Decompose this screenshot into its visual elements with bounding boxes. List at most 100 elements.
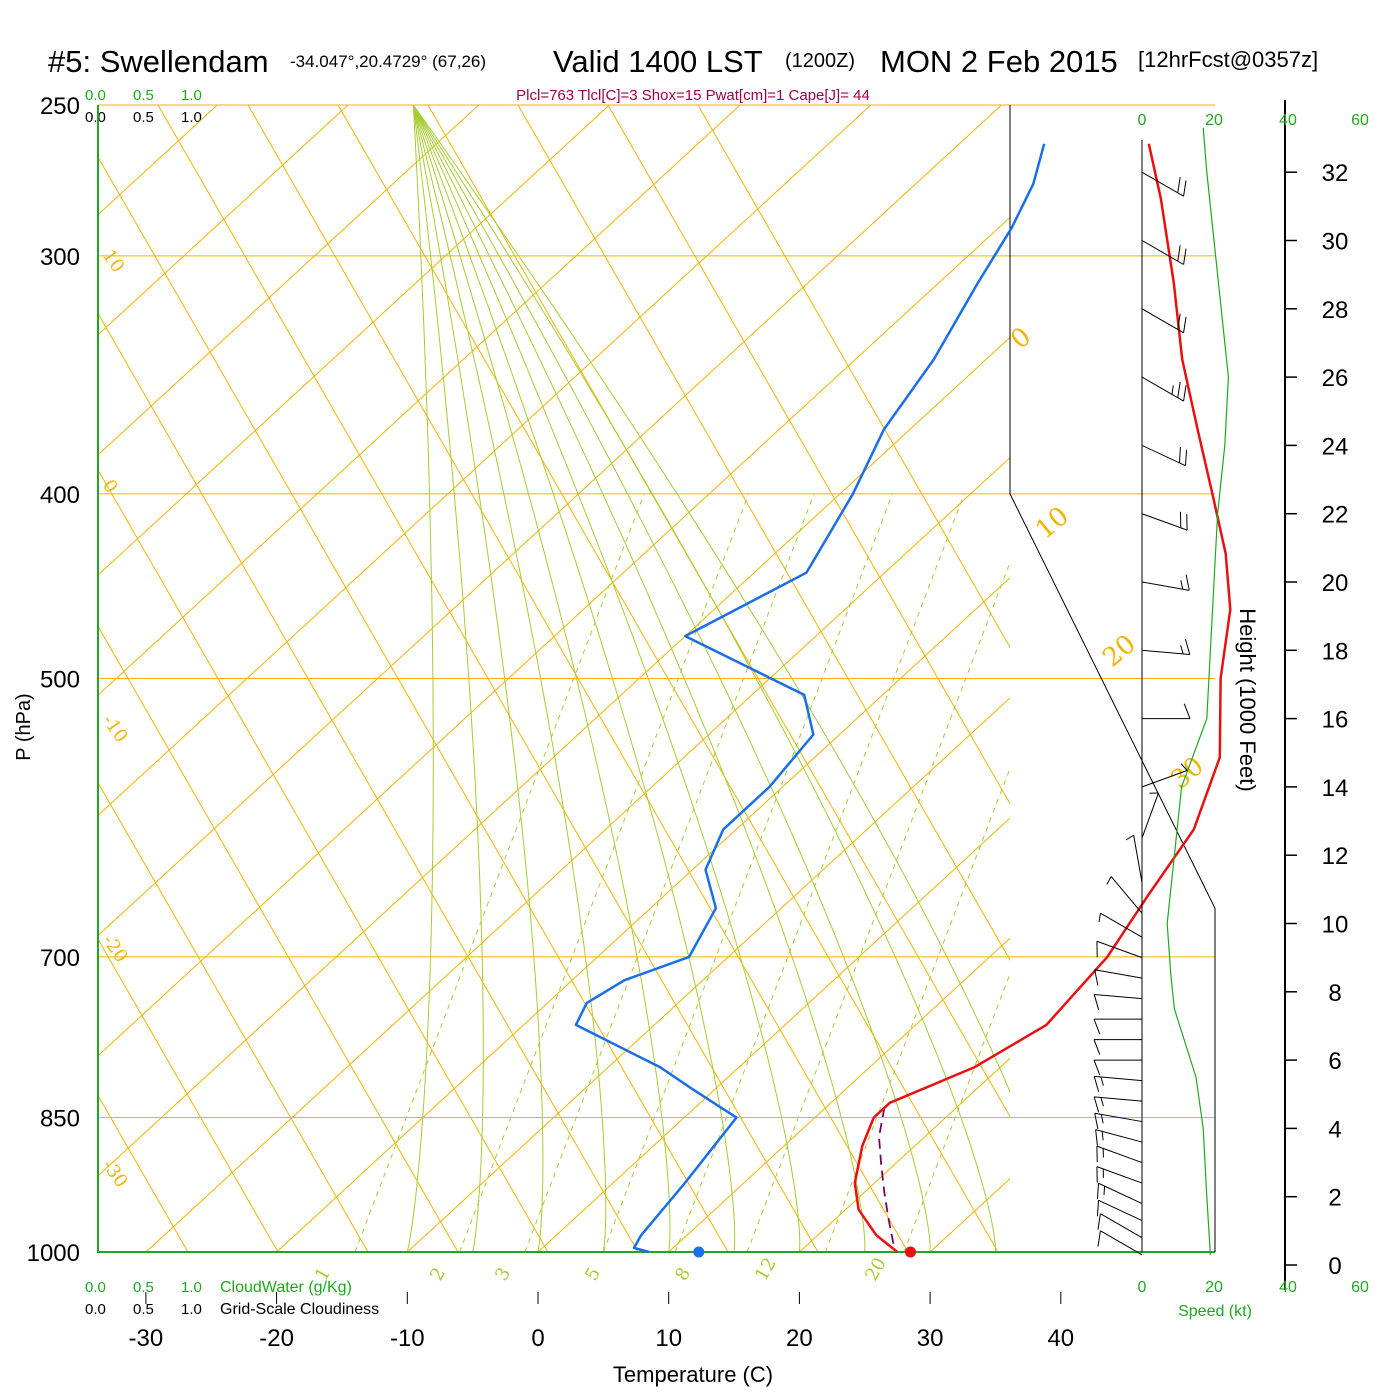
cloudiness-tick-bottom: 0.0	[85, 1301, 106, 1318]
speed-tick-top: 20	[1205, 112, 1223, 129]
mixing-ratio-label: 12	[751, 1254, 781, 1284]
wind-barb	[1141, 574, 1190, 591]
wind-barb-staff	[1094, 969, 1143, 979]
wind-barb	[1097, 1230, 1143, 1256]
wind-speed-line	[1166, 127, 1230, 1255]
pressure-tick-label: 1000	[27, 1240, 80, 1267]
speed-axis-label: Speed (kt)	[1178, 1303, 1252, 1320]
cloudwater-label: CloudWater (g/Kg)	[220, 1279, 352, 1296]
wind-barb-staff	[1094, 1075, 1143, 1082]
temperature-tick-label: 0	[531, 1325, 544, 1352]
wind-barb-flag	[1177, 176, 1181, 193]
mixing-ratio-line	[825, 766, 1010, 1253]
cloudiness-tick-bottom: 1.0	[181, 1301, 202, 1318]
isotherm-label: -30	[98, 1156, 132, 1192]
speed-tick-bottom: 60	[1351, 1279, 1369, 1296]
isotherm-line	[276, 577, 1010, 1253]
temperature-tick-label: -30	[129, 1325, 164, 1352]
wind-barb	[1096, 940, 1143, 959]
wind-barb	[1141, 171, 1187, 197]
wind-barb-flag	[1180, 580, 1184, 590]
wind-barb-flag	[1093, 1076, 1100, 1092]
wind-barb-flag	[1177, 313, 1181, 330]
x-axis-label: Temperature (C)	[613, 1362, 773, 1387]
wind-barb-staff	[1141, 444, 1186, 467]
temperature-tick-label: 30	[917, 1325, 944, 1352]
temperature-tick-label: 20	[786, 1325, 813, 1352]
isotherm-line	[799, 1057, 1010, 1253]
utc-time: (1200Z)	[785, 50, 855, 72]
wind-barb	[1094, 969, 1143, 986]
isotherm-line	[98, 105, 1002, 937]
sounding-parameters: Plcl=763 Tlcl[C]=3 Shox=15 Pwat[cm]=1 Ca…	[516, 87, 870, 104]
wind-barb-flag	[1093, 1039, 1101, 1055]
cloudwater-tick-top: 1.0	[181, 87, 202, 104]
sounding-profiles	[574, 143, 1232, 1258]
surface_temperature-marker	[904, 1246, 916, 1258]
wind-barb-staff	[1141, 581, 1190, 591]
mixing-ratio-label: 8	[671, 1264, 695, 1284]
wind-barb-staff	[1110, 876, 1143, 914]
temperature-tick-label: 10	[655, 1325, 682, 1352]
mixing-ratio-line	[746, 561, 1010, 1253]
adiabat-line	[0, 105, 8, 1252]
parcel-path-line	[878, 1107, 895, 1244]
isotherm-label: 30	[1165, 751, 1210, 795]
temperature-tick-label: -10	[390, 1325, 425, 1352]
mixing-ratio-line	[354, 493, 645, 1253]
wind-barb	[1141, 308, 1187, 334]
wind-barb-flag	[1180, 763, 1188, 771]
height-tick-label: 8	[1328, 980, 1341, 1007]
isotherm-label: -20	[98, 931, 132, 967]
wind-barb-staff	[1098, 1182, 1143, 1204]
speed-tick-top: 0	[1138, 112, 1147, 129]
speed-tick-bottom: 20	[1205, 1279, 1223, 1296]
wind-barb-staff	[1141, 513, 1188, 531]
wind-barb	[1097, 1213, 1143, 1239]
wind-barb-flag	[1177, 245, 1181, 262]
wind-barb	[1106, 876, 1143, 914]
wind-barb	[1096, 1145, 1143, 1164]
wind-barb	[1093, 993, 1143, 1010]
moist-adiabat-line	[412, 105, 484, 1253]
wind-barb-staff	[1096, 940, 1143, 959]
isotherm-line	[98, 216, 1010, 1057]
temperature-tick-label: 40	[1047, 1325, 1074, 1352]
valid-time: Valid 1400 LST	[553, 44, 763, 79]
wind-barb	[1098, 912, 1143, 938]
wind-barb	[1141, 763, 1188, 788]
moist-adiabat-line	[412, 105, 996, 1253]
isotherm-line	[406, 697, 1010, 1253]
cloudwater-tick-bottom: 0.0	[85, 1279, 106, 1296]
height-tick-label: 24	[1322, 433, 1349, 460]
height-tick-label: 18	[1322, 638, 1349, 665]
adiabat-line	[697, 105, 1010, 649]
speed-tick-bottom: 0	[1138, 1279, 1147, 1296]
height-tick-label: 32	[1322, 160, 1349, 187]
wind-barb-staff	[1141, 240, 1184, 265]
wind-barb	[1141, 240, 1187, 265]
isotherm-label: -10	[98, 711, 132, 747]
cloudiness-tick-bottom: 0.5	[133, 1301, 154, 1318]
wind-barb-staff	[1141, 308, 1184, 334]
wind-barb	[1141, 376, 1187, 402]
y-axis-label: P (hPa)	[13, 693, 35, 760]
wind-barb-flag	[1094, 969, 1099, 986]
wind-barb-staff	[1141, 792, 1159, 839]
wind-barb	[1096, 1199, 1143, 1222]
isotherm-label: 10	[98, 246, 128, 277]
adiabat-line	[98, 938, 279, 1253]
wind-barb-flag	[1098, 913, 1101, 923]
cloudiness-tick-top: 1.0	[181, 109, 202, 126]
mixing-ratio-line	[903, 972, 1010, 1253]
wind-barb-flag	[1093, 1059, 1101, 1076]
wind-barb-staff	[1141, 770, 1188, 788]
height-tick-label: 30	[1322, 229, 1349, 256]
wind-barb-flag	[1183, 316, 1187, 333]
isotherm-line	[1322, 105, 1400, 1252]
wind-barb-flag	[1097, 1213, 1101, 1230]
isotherm-label: 10	[1030, 501, 1075, 545]
mixing-ratio-label: 5	[581, 1264, 605, 1284]
